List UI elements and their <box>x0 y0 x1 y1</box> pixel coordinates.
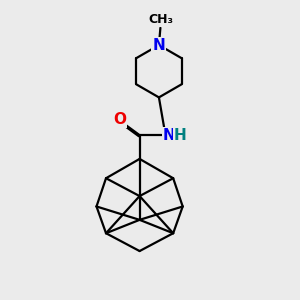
Text: CH₃: CH₃ <box>148 13 173 26</box>
Text: O: O <box>113 112 126 127</box>
Text: N: N <box>152 38 165 52</box>
Text: N: N <box>163 128 176 142</box>
Text: H: H <box>174 128 187 143</box>
